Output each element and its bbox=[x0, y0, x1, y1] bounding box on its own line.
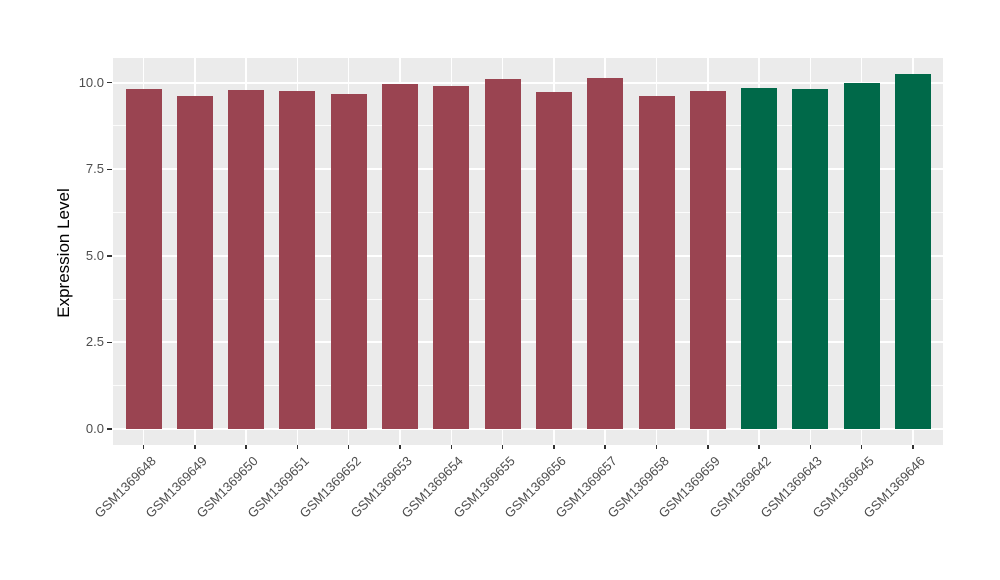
y-tick-mark bbox=[107, 255, 112, 257]
x-tick-label: GSM1369648 bbox=[91, 453, 159, 521]
x-tick-mark bbox=[399, 445, 401, 449]
x-tick-mark bbox=[604, 445, 606, 449]
bar bbox=[843, 83, 880, 429]
bar bbox=[330, 94, 367, 429]
bar bbox=[228, 90, 265, 429]
bar bbox=[176, 95, 213, 429]
y-tick-mark bbox=[107, 341, 112, 344]
bar bbox=[382, 84, 418, 429]
x-tick-mark bbox=[194, 445, 196, 449]
bar bbox=[638, 95, 675, 429]
bar bbox=[535, 92, 572, 429]
gridline-horizontal-minor bbox=[113, 125, 943, 127]
y-tick-label: 7.5 bbox=[85, 161, 104, 177]
x-tick-mark bbox=[707, 445, 709, 449]
y-tick-label: 2.5 bbox=[85, 334, 104, 350]
gridline-horizontal-major bbox=[113, 168, 943, 171]
gridline-horizontal-major bbox=[113, 254, 943, 257]
x-tick-mark bbox=[553, 445, 555, 449]
x-tick-mark bbox=[296, 445, 299, 449]
gridline-horizontal-major bbox=[113, 81, 943, 84]
x-tick-mark bbox=[142, 445, 145, 449]
x-tick-mark bbox=[245, 445, 247, 449]
y-tick-mark bbox=[107, 168, 112, 171]
gridline-horizontal-major bbox=[113, 341, 943, 344]
x-tick-mark bbox=[347, 445, 350, 449]
x-tick-mark bbox=[809, 445, 812, 449]
x-tick-mark bbox=[501, 445, 504, 449]
y-tick-mark bbox=[107, 81, 112, 84]
x-tick-mark bbox=[758, 445, 760, 449]
y-tick-mark bbox=[107, 428, 112, 430]
bar bbox=[279, 90, 316, 429]
bar bbox=[741, 87, 778, 429]
x-tick-mark bbox=[655, 445, 658, 449]
bar bbox=[587, 77, 624, 429]
gridline-horizontal-major bbox=[113, 428, 943, 430]
x-tick-mark bbox=[912, 445, 914, 449]
bar bbox=[484, 78, 521, 429]
x-tick-mark bbox=[450, 445, 453, 449]
bar bbox=[689, 90, 726, 429]
y-tick-label: 0.0 bbox=[85, 421, 104, 436]
y-tick-label: 5.0 bbox=[85, 247, 104, 263]
bar bbox=[125, 89, 162, 429]
gridline-horizontal-minor bbox=[113, 212, 943, 214]
bar bbox=[433, 86, 470, 429]
y-tick-label: 10.0 bbox=[78, 74, 104, 90]
x-tick-mark bbox=[860, 445, 863, 449]
bar bbox=[792, 89, 829, 429]
gridline-horizontal-minor bbox=[113, 298, 943, 300]
gridline-horizontal-minor bbox=[113, 385, 943, 387]
bar bbox=[895, 73, 931, 429]
plot-panel bbox=[113, 58, 943, 445]
